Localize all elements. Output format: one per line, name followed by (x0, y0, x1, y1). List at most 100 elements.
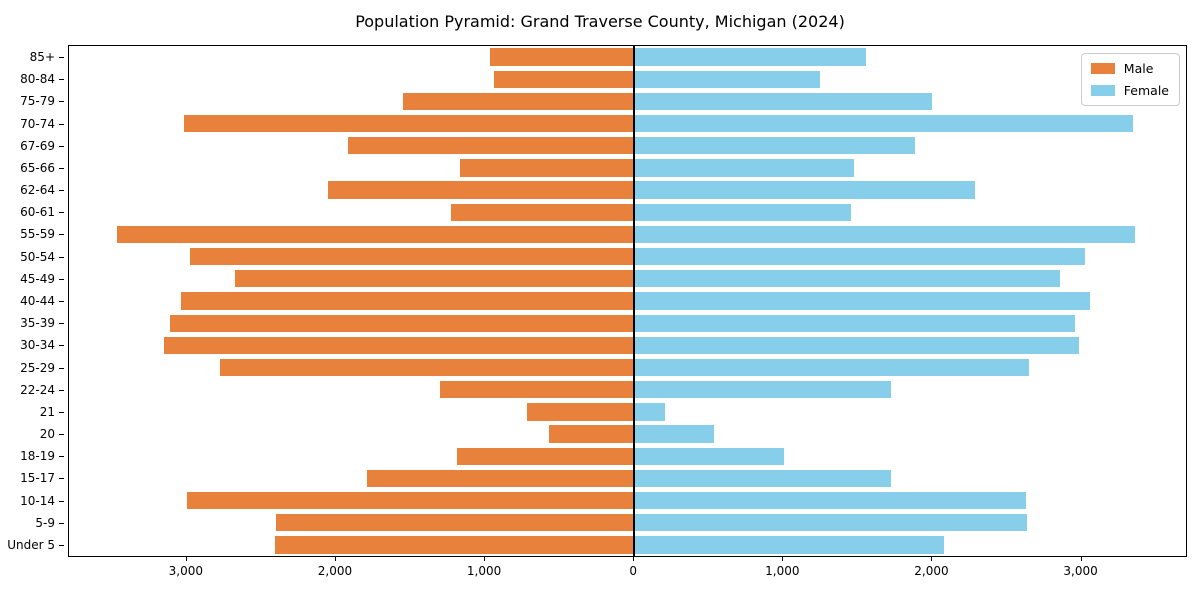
y-axis-labels: 85+ 80-84 75-79 70-74 67-69 65-66 62-64 60-61 55… (0, 45, 64, 557)
bar-row-21 (69, 401, 1186, 423)
y-tick-mark (59, 190, 64, 192)
y-label-row: 35-39 (0, 312, 64, 334)
bar-row-15-17 (69, 467, 1186, 489)
bar-row-35-39 (69, 312, 1186, 334)
y-tick-label: Under 5 (7, 537, 55, 552)
x-tick-label: 1,000 (466, 564, 502, 578)
male-bar (347, 137, 635, 155)
y-tick-label: 50-54 (20, 249, 55, 264)
legend-female-label: Female (1123, 83, 1169, 98)
female-bar (634, 248, 1086, 266)
y-label-row: 62-64 (0, 179, 64, 201)
y-tick-mark (59, 278, 64, 280)
male-bar (274, 536, 635, 554)
x-tick-mark (1080, 557, 1082, 561)
y-tick-mark (59, 478, 64, 480)
y-label-row: 85+ (0, 46, 64, 68)
male-bar (440, 381, 635, 399)
y-tick-label: 75-79 (20, 94, 55, 109)
bar-row-5-9 (69, 512, 1186, 534)
y-label-row: 45-49 (0, 268, 64, 290)
y-label-row: 70-74 (0, 113, 64, 135)
y-label-row: 22-24 (0, 379, 64, 401)
female-bar (634, 270, 1060, 288)
bar-row-70-74 (69, 113, 1186, 135)
y-tick-mark (59, 167, 64, 169)
y-tick-mark (59, 522, 64, 524)
y-tick-mark (59, 411, 64, 413)
x-tick-mark (185, 557, 187, 561)
bar-row-67-69 (69, 135, 1186, 157)
male-bar (164, 336, 635, 354)
female-bar (634, 225, 1135, 244)
y-label-row: 18-19 (0, 445, 64, 467)
y-label-row: 65-66 (0, 157, 64, 179)
male-bar (170, 314, 635, 332)
y-label-row: 50-54 (0, 246, 64, 268)
male-bar (186, 491, 635, 510)
x-tick-label: 2,000 (317, 564, 353, 578)
y-tick-mark (59, 101, 64, 103)
bar-row-30-34 (69, 334, 1186, 356)
y-label-row: 30-34 (0, 334, 64, 356)
male-bar (450, 203, 635, 221)
y-tick-mark (59, 300, 64, 302)
male-bar (403, 92, 635, 111)
bar-row-25-29 (69, 356, 1186, 378)
y-tick-mark (59, 367, 64, 369)
y-label-row: 67-69 (0, 135, 64, 157)
bar-row-85+ (69, 46, 1186, 68)
y-tick-label: 35-39 (20, 316, 55, 331)
male-bar (489, 48, 635, 66)
female-bar (634, 92, 932, 111)
y-tick-mark (59, 212, 64, 214)
legend-male-label: Male (1123, 61, 1154, 76)
y-tick-label: 70-74 (20, 116, 55, 131)
bar-row-65-66 (69, 157, 1186, 179)
y-tick-mark (59, 234, 64, 236)
male-bar (116, 225, 635, 244)
male-bar (459, 159, 635, 177)
bar-row-10-14 (69, 489, 1186, 511)
y-label-row: 21 (0, 401, 64, 423)
female-bar (634, 447, 785, 465)
female-bar (634, 536, 944, 554)
x-tick-mark (484, 557, 486, 561)
y-tick-label: 45-49 (20, 271, 55, 286)
male-bar (367, 469, 635, 488)
y-tick-mark (59, 57, 64, 59)
y-label-row: 60-61 (0, 201, 64, 223)
bar-row-under-5 (69, 534, 1186, 556)
y-tick-label: 10-14 (20, 493, 55, 508)
chart-title: Population Pyramid: Grand Traverse Count… (355, 12, 845, 31)
female-bar (634, 159, 855, 177)
bar-row-62-64 (69, 179, 1186, 201)
y-tick-mark (59, 345, 64, 347)
x-tick-label: 3,000 (168, 564, 203, 578)
male-bar (183, 114, 635, 133)
y-tick-mark (59, 256, 64, 258)
male-bar (328, 181, 635, 199)
female-bar (634, 403, 665, 421)
plot-area: Male Female (68, 45, 1187, 557)
female-bar (634, 137, 916, 155)
y-tick-label: 18-19 (20, 449, 55, 464)
x-tick-mark (782, 557, 784, 561)
y-tick-mark (59, 544, 64, 546)
female-bar (634, 114, 1134, 133)
y-tick-label: 40-44 (20, 293, 55, 308)
x-tick-label: 1,000 (765, 564, 800, 578)
x-tick-label: 0 (629, 564, 638, 578)
y-tick-mark (59, 79, 64, 81)
male-bar (549, 425, 635, 443)
y-tick-label: 15-17 (20, 471, 55, 486)
female-bar (634, 425, 714, 443)
y-tick-label: 55-59 (20, 227, 55, 242)
female-bar (634, 469, 892, 488)
y-label-row: 20 (0, 423, 64, 445)
zero-axis-line (633, 46, 635, 556)
y-label-row: 10-14 (0, 489, 64, 511)
x-axis: 3,000 2,000 1,000 0 1,000 2,000 3,000 (68, 556, 1187, 586)
female-bar (634, 203, 852, 221)
